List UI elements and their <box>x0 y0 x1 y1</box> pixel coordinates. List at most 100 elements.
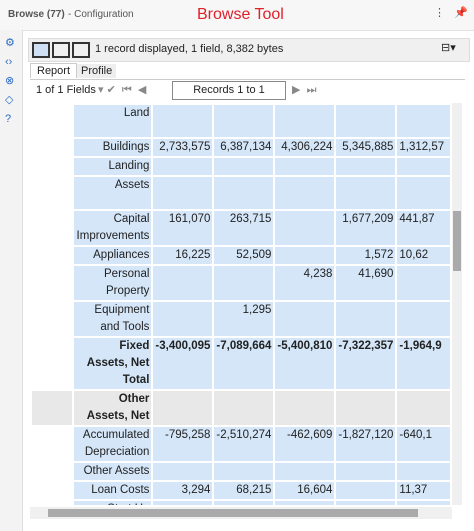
header: Browse (77) - Configuration Browse Tool … <box>0 0 474 31</box>
layout-button[interactable] <box>72 42 90 58</box>
layout-button[interactable] <box>52 42 70 58</box>
cell <box>395 103 452 139</box>
row: Appliances 16,225 52,509 1,572 10,62 <box>30 245 452 266</box>
tabs: Report Profile <box>30 63 117 79</box>
cell <box>212 389 276 427</box>
cell <box>273 300 337 338</box>
blank-cell <box>30 480 74 501</box>
tab[interactable]: Report <box>30 63 78 78</box>
sidebar: ⚙ ‹› ⊗ ◇? <box>0 30 23 531</box>
cell: -640,1 <box>395 425 452 463</box>
cell <box>334 175 398 211</box>
cell: -3,400,095 <box>151 336 215 391</box>
blank-cell <box>30 209 74 247</box>
cell <box>395 461 452 482</box>
cell: 16,225 <box>151 245 215 266</box>
cell <box>395 264 452 302</box>
cell <box>334 389 398 427</box>
status: 1 record displayed, 1 field, 8,382 bytes <box>95 43 284 55</box>
cell: -7,089,664 <box>212 336 276 391</box>
cell <box>395 156 452 177</box>
nav-controls[interactable]: ▾ ✔ ⏮ ◀ <box>98 84 147 96</box>
row-label: Loan Costs <box>71 480 154 501</box>
blank-cell <box>30 499 74 505</box>
subtitle: - Configuration <box>68 9 134 20</box>
cell <box>151 389 215 427</box>
blank-cell <box>30 137 74 158</box>
cell <box>273 499 337 505</box>
cell <box>334 499 398 505</box>
cell: -7,322,357 <box>334 336 398 391</box>
nav-controls[interactable]: ▶ ⏭ <box>292 84 317 96</box>
blank-cell <box>30 425 74 463</box>
cell <box>151 156 215 177</box>
cell: 4,306,224 <box>273 137 337 158</box>
row-label: Capital Improvements <box>71 209 154 247</box>
fields-dropdown[interactable]: 1 of 1 Fields <box>36 84 96 96</box>
cell: 11,37 <box>395 480 452 501</box>
cell: 263,715 <box>212 209 276 247</box>
menu-icon[interactable]: ⋮ <box>434 7 445 19</box>
blank-cell <box>30 300 74 338</box>
cell <box>151 499 215 505</box>
row: Land <box>30 103 452 139</box>
cell: 1,295 <box>212 300 276 338</box>
tab[interactable]: Profile <box>77 64 117 78</box>
cell: -795,258 <box>151 425 215 463</box>
toolbar: 1 record displayed, 1 field, 8,382 bytes… <box>28 38 470 62</box>
blank-cell <box>30 156 74 177</box>
cell: 16,604 <box>273 480 337 501</box>
row: Start Up Costs <box>30 499 452 505</box>
row-label: Landing <box>71 156 154 177</box>
blank-cell <box>30 175 74 211</box>
cell: 41,690 <box>334 264 398 302</box>
table: Land Buildings 2,733,575 6,387,134 4,306,224… <box>30 103 452 505</box>
row: Landing <box>30 156 452 177</box>
grid: Land Buildings 2,733,575 6,387,134 4,306,224… <box>30 103 452 505</box>
pin-icon[interactable]: 📌 <box>454 7 468 19</box>
cell <box>334 480 398 501</box>
row-label: Other Assets <box>71 461 154 482</box>
cell <box>151 103 215 139</box>
cell: -2,510,274 <box>212 425 276 463</box>
cell <box>334 300 398 338</box>
blank-cell <box>30 336 74 391</box>
cell <box>273 156 337 177</box>
blank-cell <box>30 389 74 427</box>
navigation: 1 of 1 Fields ▾ ✔ ⏮ ◀ Records 1 to 1 ▶ ⏭ <box>30 79 465 102</box>
cell <box>151 300 215 338</box>
horizontal-scrollbar[interactable] <box>30 507 452 519</box>
row-label: Buildings <box>71 137 154 158</box>
row-label: Appliances <box>71 245 154 266</box>
row: Other Assets <box>30 461 452 482</box>
cell <box>273 175 337 211</box>
cell: -1,827,120 <box>334 425 398 463</box>
cell <box>395 389 452 427</box>
cell: -5,400,810 <box>273 336 337 391</box>
records-box[interactable]: Records 1 to 1 <box>172 81 286 100</box>
cell <box>395 499 452 505</box>
cell <box>212 103 276 139</box>
cell: 1,312,57 <box>395 137 452 158</box>
row-label: Land <box>71 103 154 139</box>
vertical-scrollbar[interactable] <box>452 103 462 505</box>
cell: 52,509 <box>212 245 276 266</box>
layout-button[interactable] <box>32 42 50 58</box>
row: Equipment and Tools 1,295 <box>30 300 452 338</box>
sidebar-icons[interactable]: ⚙ ‹› ⊗ ◇? <box>5 37 15 125</box>
cell <box>212 461 276 482</box>
row-label: Assets <box>71 175 154 211</box>
cell: 1,572 <box>334 245 398 266</box>
cell: 4,238 <box>273 264 337 302</box>
row: Buildings 2,733,575 6,387,134 4,306,224 5,34… <box>30 137 452 158</box>
cell: -1,964,9 <box>395 336 452 391</box>
cell: 68,215 <box>212 480 276 501</box>
blank-cell <box>30 264 74 302</box>
row-label: Fixed Assets, Net Total <box>71 336 154 391</box>
row-label: Start Up Costs <box>71 499 154 505</box>
title: Browse (77) <box>8 9 65 20</box>
export-button[interactable]: ⊟▾ <box>441 42 456 54</box>
cell <box>151 175 215 211</box>
cell <box>212 264 276 302</box>
